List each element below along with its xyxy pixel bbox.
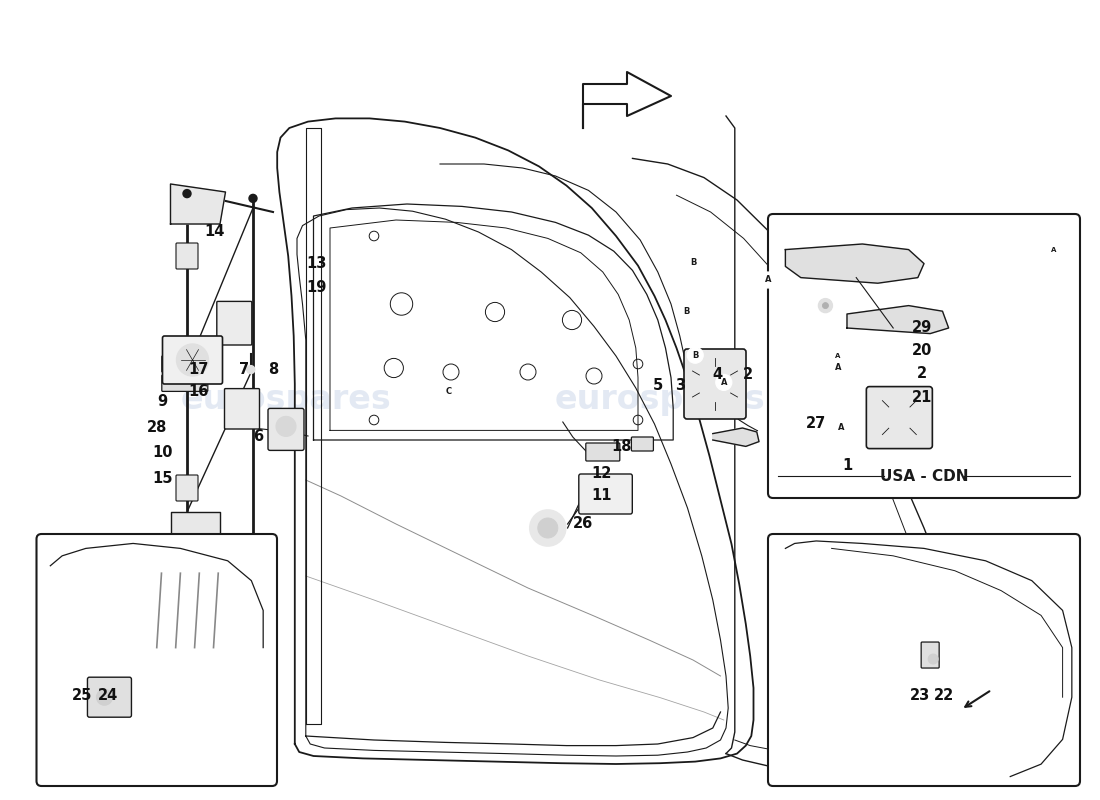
Text: 19: 19 [307, 281, 327, 295]
Polygon shape [170, 184, 226, 224]
Text: 3: 3 [674, 378, 685, 393]
Text: 17: 17 [188, 362, 208, 377]
FancyBboxPatch shape [921, 642, 939, 668]
Text: 22: 22 [934, 689, 954, 703]
Text: A: A [764, 275, 771, 285]
FancyBboxPatch shape [176, 475, 198, 501]
FancyBboxPatch shape [88, 677, 132, 718]
Polygon shape [792, 422, 869, 456]
Text: C: C [446, 387, 452, 397]
FancyBboxPatch shape [162, 356, 208, 372]
Circle shape [183, 538, 191, 546]
Text: 2: 2 [742, 367, 754, 382]
FancyBboxPatch shape [176, 243, 198, 269]
Polygon shape [847, 306, 948, 334]
Circle shape [685, 254, 701, 270]
Circle shape [276, 416, 296, 437]
Circle shape [249, 538, 257, 546]
Circle shape [688, 347, 703, 363]
Text: 2: 2 [916, 366, 927, 381]
Text: A: A [838, 423, 845, 433]
Text: 21: 21 [912, 390, 932, 405]
Circle shape [176, 344, 209, 376]
Polygon shape [170, 512, 220, 540]
FancyBboxPatch shape [768, 214, 1080, 498]
Polygon shape [713, 428, 759, 446]
Circle shape [183, 190, 191, 198]
Circle shape [834, 420, 849, 436]
FancyBboxPatch shape [631, 437, 653, 451]
FancyBboxPatch shape [224, 389, 260, 429]
Text: 13: 13 [307, 257, 327, 271]
Text: A: A [835, 363, 842, 373]
FancyBboxPatch shape [268, 408, 304, 450]
Text: 28: 28 [147, 420, 167, 434]
FancyBboxPatch shape [768, 534, 1080, 786]
Text: 27: 27 [806, 417, 826, 431]
Text: 25: 25 [73, 689, 92, 703]
Text: 15: 15 [153, 471, 173, 486]
Text: A: A [720, 378, 727, 387]
FancyBboxPatch shape [217, 302, 252, 345]
Text: 4: 4 [712, 367, 723, 382]
Circle shape [830, 349, 845, 363]
Circle shape [538, 518, 558, 538]
Circle shape [441, 384, 456, 400]
Text: 10: 10 [153, 446, 173, 460]
Circle shape [759, 426, 770, 438]
Circle shape [818, 298, 833, 313]
Text: 26: 26 [573, 517, 593, 531]
Text: B: B [690, 258, 696, 267]
Circle shape [823, 302, 828, 309]
Text: eurospares: eurospares [554, 383, 766, 417]
Text: 7: 7 [239, 362, 250, 377]
FancyBboxPatch shape [162, 375, 208, 391]
Polygon shape [785, 244, 924, 283]
Circle shape [530, 510, 565, 546]
Circle shape [249, 194, 257, 202]
Text: 24: 24 [98, 689, 118, 703]
Text: B: B [692, 350, 698, 360]
Circle shape [716, 374, 732, 390]
FancyBboxPatch shape [36, 534, 277, 786]
Text: 23: 23 [910, 689, 930, 703]
Text: 29: 29 [912, 321, 932, 335]
Text: USA - CDN: USA - CDN [880, 469, 968, 484]
Text: eurospares: eurospares [180, 383, 392, 417]
Text: B: B [683, 307, 690, 317]
Circle shape [87, 735, 95, 743]
Circle shape [97, 690, 112, 706]
Text: 20: 20 [912, 343, 932, 358]
Circle shape [679, 304, 694, 320]
Text: 12: 12 [592, 466, 612, 481]
Circle shape [246, 366, 255, 374]
Circle shape [1046, 242, 1060, 257]
Text: 6: 6 [253, 429, 264, 443]
FancyBboxPatch shape [867, 386, 933, 449]
FancyBboxPatch shape [586, 443, 619, 461]
Text: 14: 14 [205, 225, 224, 239]
Polygon shape [583, 72, 671, 128]
Text: A: A [835, 353, 840, 359]
Text: 16: 16 [188, 385, 208, 399]
Text: A: A [1050, 246, 1056, 253]
FancyBboxPatch shape [684, 349, 746, 419]
Text: 5: 5 [652, 378, 663, 393]
Text: 1: 1 [842, 458, 852, 473]
Circle shape [760, 272, 775, 288]
FancyBboxPatch shape [163, 336, 222, 384]
Text: 8: 8 [267, 362, 278, 377]
Circle shape [928, 654, 938, 664]
Circle shape [830, 360, 846, 376]
FancyBboxPatch shape [579, 474, 632, 514]
Text: 11: 11 [592, 489, 612, 503]
Text: 9: 9 [157, 394, 168, 409]
Text: 18: 18 [612, 439, 631, 454]
